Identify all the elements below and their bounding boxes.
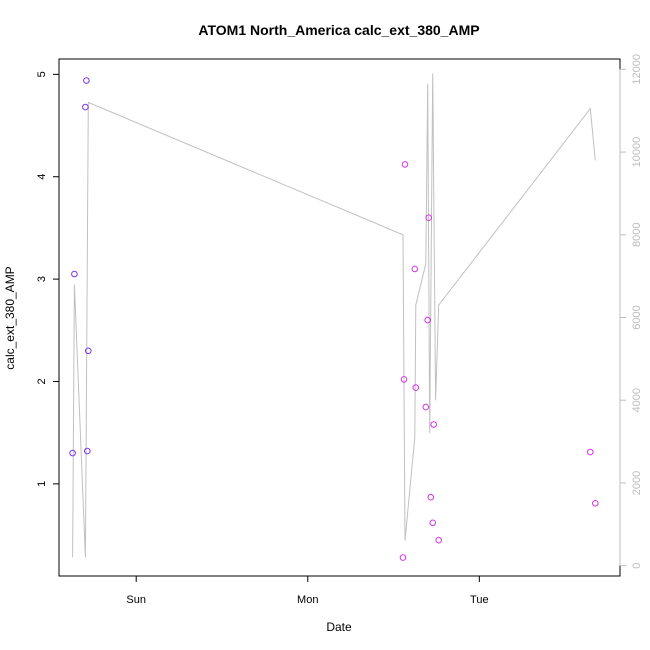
right-axis-tick-label: 12000 (631, 54, 643, 85)
data-point (430, 421, 438, 428)
data-point (84, 447, 91, 455)
y-axis-label: calc_ext_380_AMP (3, 266, 17, 369)
x-axis-label: Date (326, 620, 352, 634)
data-point (435, 536, 443, 544)
data-point (71, 270, 78, 278)
right-axis-tick-label: 2000 (631, 471, 643, 495)
data-point (429, 519, 437, 527)
data-point (425, 214, 433, 221)
right-axis-tick-label: 8000 (631, 223, 643, 247)
data-point (69, 449, 76, 457)
x-axis-tick-label: Sun (126, 594, 146, 606)
right-axis-tick-label: 4000 (631, 388, 643, 412)
data-point (400, 376, 408, 383)
right-axis-tick-label: 0 (631, 563, 643, 569)
data-point (401, 161, 409, 168)
data-point (592, 500, 599, 507)
data-point (587, 448, 594, 456)
x-axis-tick-label: Tue (470, 594, 489, 606)
point-series (69, 77, 599, 561)
data-point (83, 77, 90, 84)
left-axis-tick-label: 3 (36, 276, 48, 282)
data-point (424, 316, 432, 324)
left-y-axis: 1 2 3 4 5 (36, 71, 60, 487)
x-axis-tick-label: Mon (297, 594, 318, 606)
data-point (427, 493, 435, 501)
data-point (412, 384, 420, 391)
data-point (411, 265, 419, 273)
data-point (422, 403, 430, 411)
chart-title: ATOM1 North_America calc_ext_380_AMP (198, 22, 479, 38)
right-y-axis: 0 2000 4000 6000 8000 10000 12000 (619, 54, 643, 569)
left-axis-tick-label: 4 (36, 174, 48, 180)
line-series-path (72, 73, 596, 558)
left-axis-tick-label: 2 (36, 378, 48, 384)
line-series (72, 73, 596, 558)
data-point (82, 103, 89, 111)
data-point (85, 347, 92, 355)
left-axis-tick-label: 1 (36, 481, 48, 487)
data-point (399, 554, 407, 561)
x-axis: Sun Mon Tue (126, 575, 489, 606)
right-axis-tick-label: 10000 (631, 137, 643, 168)
plot-frame (58, 58, 621, 577)
left-axis-tick-label: 5 (36, 71, 48, 77)
right-axis-tick-label: 6000 (631, 305, 643, 329)
